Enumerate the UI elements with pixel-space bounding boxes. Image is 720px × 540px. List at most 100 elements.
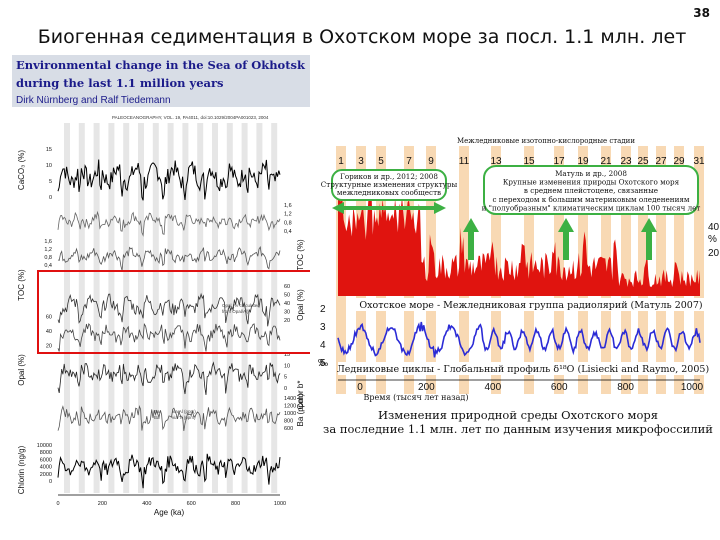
- panel-label-4: Opal (%): [17, 354, 26, 386]
- panel-tick-label: 1400: [284, 396, 296, 402]
- stage-number: 23: [620, 156, 632, 167]
- isotope-curve: [337, 321, 701, 358]
- panel-tick-label: 1000: [284, 411, 296, 417]
- stage-number: 19: [577, 156, 589, 167]
- right-annotation-box: [483, 165, 699, 215]
- left-figure-title-line2: during the last 1.1 million years: [16, 76, 224, 90]
- glacial-band: [241, 123, 248, 493]
- panel-tick-label: 40: [284, 301, 290, 307]
- ba-legend-al: via Al (ppm): [172, 409, 196, 414]
- glacial-band: [138, 123, 144, 493]
- left-x-tick: 200: [98, 501, 107, 507]
- interglacial-band: [638, 146, 648, 394]
- panel-label-2: TOC (%): [17, 269, 26, 301]
- glacial-band: [212, 123, 218, 493]
- right-annotations: Межледниковые изотопно-кислородные стади…: [318, 137, 720, 402]
- right-x-tick: 600: [551, 382, 568, 393]
- panel-tick-label: 0,8: [284, 220, 292, 226]
- panel-tick-label: 1,6: [284, 203, 292, 209]
- panel-tick-label: 6000: [40, 457, 52, 463]
- opal-highlight-box: [37, 270, 310, 354]
- interglacial-band: [524, 146, 534, 394]
- panel-tick-label: 1,2: [44, 247, 52, 253]
- isotope-caption: Ледниковые циклы - Глобальный профиль δ¹…: [337, 364, 709, 375]
- panel-tick-label: 50: [284, 293, 290, 299]
- glacial-band: [271, 123, 278, 493]
- radiolaria-curve: [338, 175, 700, 296]
- panel-tick-label: 800: [284, 419, 293, 425]
- up-arrow-head: [463, 218, 479, 232]
- left-figure-header: [12, 55, 310, 107]
- stage-number: 15: [523, 156, 535, 167]
- panel-tick-label: 30: [284, 309, 290, 315]
- left-series-0: [57, 159, 281, 201]
- radiolaria-tick: 20: [708, 248, 720, 259]
- stage-number: 11: [459, 156, 470, 167]
- panel-tick-label: 1,2: [284, 212, 292, 218]
- glacial-band: [93, 123, 100, 493]
- right-x-tick: 800: [617, 382, 634, 393]
- isotope-tick: 3: [320, 322, 326, 333]
- left-figure-authors: Dirk Nürnberg and Ralf Tiedemann: [16, 95, 171, 106]
- left-x-label: Age (ka): [154, 508, 185, 517]
- left-figure-title-line1: Environmental change in the Sea of Okhot…: [16, 58, 305, 72]
- left-box-line: межледниковых сообществ: [337, 188, 441, 197]
- radiolaria-caption: Охотское море - Межледниковая группа рад…: [359, 300, 702, 311]
- right-x-label: Время (тысяч лет назад): [364, 393, 469, 402]
- interglacial-band: [694, 146, 704, 394]
- up-arrow-shaft: [468, 230, 474, 260]
- glacial-band: [256, 123, 263, 493]
- stage-number: 9: [428, 156, 434, 167]
- left-box-line: Гориков и др., 2012; 2008: [340, 172, 438, 181]
- stage-number: 3: [358, 156, 364, 167]
- right-figure-caption: Изменения природной среды Охотского моря…: [316, 408, 720, 436]
- isotope-tick: 4: [320, 340, 326, 351]
- stage-number: 29: [673, 156, 685, 167]
- left-series-1: [57, 210, 281, 237]
- stage-number: 25: [637, 156, 649, 167]
- left-x-tick: 600: [187, 501, 196, 507]
- panel-tick-label: 10: [284, 363, 290, 369]
- left-series-2: [57, 246, 281, 271]
- panel-tick-label: 10000: [37, 443, 52, 449]
- span-arrow-head-left: [332, 202, 344, 214]
- right-box-line: и "полуобразным" климатическим циклам 10…: [482, 203, 701, 212]
- panel-label-1: TOC (%): [296, 239, 305, 271]
- panel-label-3: Opal (%): [296, 289, 305, 321]
- radiolaria-caption-bg: [356, 298, 712, 311]
- panel-tick-label: 5: [49, 179, 52, 185]
- glacial-band: [78, 123, 85, 493]
- glacial-band: [108, 123, 115, 493]
- radiolaria-unit: %: [708, 234, 717, 245]
- left-x-tick: 800: [231, 501, 240, 507]
- panel-tick-label: 1,6: [44, 239, 52, 245]
- left-series-5: [57, 361, 281, 395]
- stage-number: 21: [600, 156, 612, 167]
- stage-number: 1: [338, 156, 344, 167]
- up-arrow-shaft: [646, 230, 652, 260]
- panel-tick-label: 15: [284, 352, 290, 358]
- left-series-3: [57, 292, 281, 327]
- radiolaria-tick: 40: [708, 222, 720, 233]
- right-x-tick: 400: [484, 382, 501, 393]
- panel-tick-label: 0: [284, 386, 287, 392]
- panel-tick-label: 15: [46, 147, 52, 153]
- left-series-4: [57, 323, 281, 352]
- ba-legend-ba1: Ba: [154, 409, 160, 414]
- panel-tick-label: 5: [284, 375, 287, 381]
- isotope-tick: 5: [320, 358, 326, 369]
- panel-tick-label: 0: [49, 195, 52, 201]
- stage-number: 31: [693, 156, 705, 167]
- panel-tick-label: 600: [284, 426, 293, 432]
- panel-tick-label: 0: [49, 479, 52, 485]
- right-x-tick: 1000: [681, 382, 704, 393]
- panel-tick-label: 0,8: [44, 255, 52, 261]
- panel-tick-label: 20: [284, 318, 290, 324]
- panel-tick-label: 8000: [40, 450, 52, 456]
- panel-label-6: Ba (ppm): [296, 393, 305, 426]
- stage-number: 5: [378, 156, 384, 167]
- slide-title: Биогенная седиментация в Охотском море з…: [37, 26, 687, 48]
- interglacial-band: [656, 146, 666, 394]
- glacial-band: [152, 123, 159, 493]
